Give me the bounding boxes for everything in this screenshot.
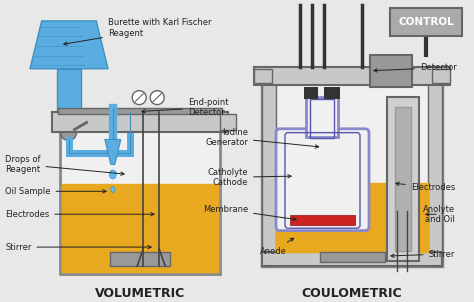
Text: End-point
Detector: End-point Detector [142,98,228,117]
Text: CONTROL: CONTROL [398,17,454,27]
Polygon shape [30,21,108,69]
Bar [262,252,442,266]
Bar [428,82,442,266]
Bar [58,108,222,114]
Bar [220,114,236,130]
Text: Detector: Detector [374,63,457,72]
Bar [387,97,419,261]
Text: Catholyte
Cathode: Catholyte Cathode [207,168,291,187]
Text: Stirrer: Stirrer [391,249,455,259]
Polygon shape [105,140,121,165]
Text: COULOMETRIC: COULOMETRIC [301,288,402,300]
Ellipse shape [111,186,115,192]
Bar [306,97,338,137]
Bar [262,82,276,266]
Bar [276,183,428,252]
Circle shape [132,91,146,104]
Text: Electrodes: Electrodes [5,210,154,219]
Circle shape [61,124,76,140]
Bar [254,69,272,83]
Bar [395,107,411,251]
Bar [56,69,82,129]
Text: Membrane: Membrane [203,205,296,221]
Bar [60,130,220,274]
Circle shape [150,91,164,104]
Text: Anolyte
and Oil: Anolyte and Oil [423,204,455,224]
Bar [262,82,442,266]
Ellipse shape [109,170,116,179]
Bar [310,99,334,138]
Text: Iodine
Generator: Iodine Generator [205,128,319,148]
Bar [432,69,450,83]
Bar [324,87,340,99]
Text: Drops of
Reagent: Drops of Reagent [5,155,124,175]
Text: Anode: Anode [260,238,294,255]
Text: Stirrer: Stirrer [5,243,151,252]
Bar [254,67,450,85]
Bar [52,111,228,131]
Bar [390,8,462,36]
Text: VOLUMETRIC: VOLUMETRIC [95,288,185,300]
Bar [370,55,412,87]
Bar [110,252,170,266]
Bar [304,87,318,99]
Text: Burette with Karl Fischer
Reagent: Burette with Karl Fischer Reagent [64,18,211,45]
Bar [290,215,355,225]
Text: Electrodes: Electrodes [396,182,455,192]
Text: Oil Sample: Oil Sample [5,187,106,196]
Bar [320,252,385,262]
FancyBboxPatch shape [276,129,369,231]
Bar [62,185,218,272]
